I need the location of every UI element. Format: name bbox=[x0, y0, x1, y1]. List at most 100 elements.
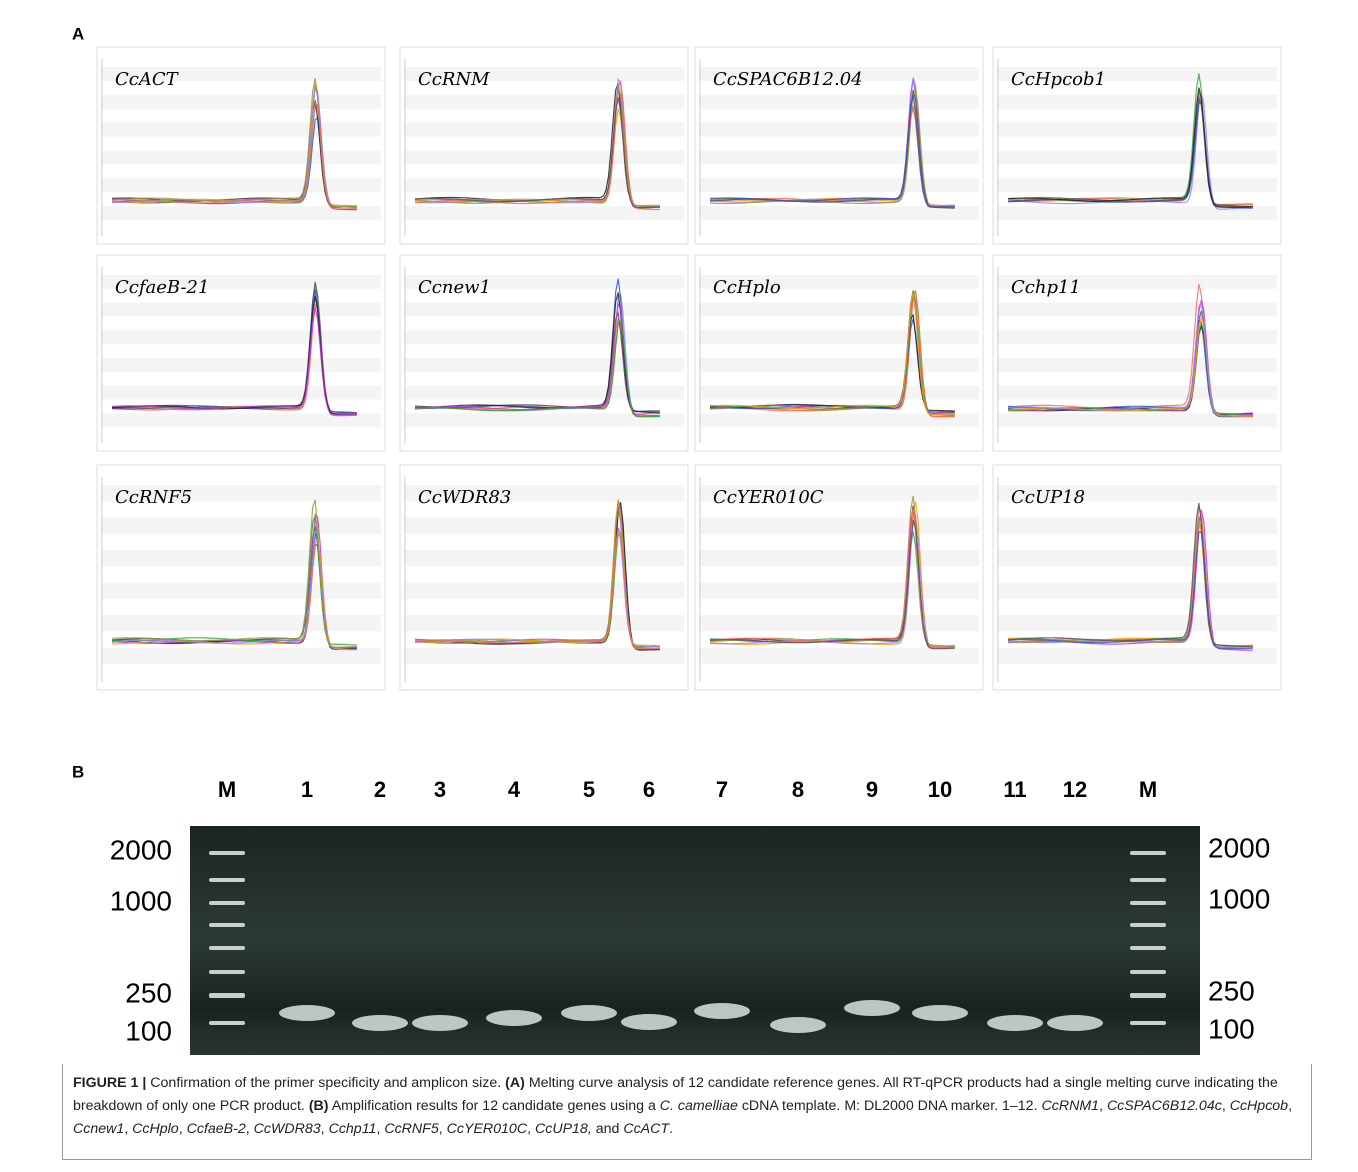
gene: CcWDR83 bbox=[253, 1121, 321, 1137]
size-label: 2000 bbox=[1208, 832, 1270, 863]
plot-band bbox=[997, 647, 1277, 664]
plot-band bbox=[404, 94, 684, 109]
gene: CcYER010C bbox=[446, 1121, 528, 1137]
sample-band bbox=[621, 1014, 677, 1030]
plot-band bbox=[101, 582, 381, 599]
punctuation: , bbox=[376, 1121, 381, 1137]
melt-curve bbox=[414, 278, 660, 413]
melt-curve bbox=[111, 535, 357, 651]
punctuation: , bbox=[1099, 1098, 1103, 1114]
melt-curve bbox=[414, 292, 660, 414]
gene-name: Cchp11 bbox=[1011, 277, 1081, 298]
gene-name: CcSPAC6B12.04 bbox=[713, 69, 863, 90]
plot-band bbox=[699, 94, 979, 109]
gene-name: CcHplo bbox=[713, 277, 781, 298]
plot-band bbox=[404, 358, 684, 372]
ladder-band bbox=[1130, 993, 1166, 998]
plot-band bbox=[699, 582, 979, 599]
plot-band bbox=[997, 275, 1277, 289]
punctuation: , bbox=[124, 1121, 129, 1137]
plot-band bbox=[699, 67, 979, 81]
lane-label: 3 bbox=[434, 777, 446, 802]
lane-label: 6 bbox=[643, 777, 655, 802]
ladder-band bbox=[1130, 878, 1166, 882]
ladder-band bbox=[209, 1021, 245, 1025]
sample-band bbox=[987, 1015, 1043, 1031]
plot-band bbox=[997, 550, 1277, 567]
lane-label: 8 bbox=[792, 777, 804, 802]
sample-band bbox=[912, 1005, 968, 1021]
punctuation: , bbox=[245, 1121, 250, 1137]
plot-band bbox=[997, 302, 1277, 317]
punctuation: , bbox=[320, 1121, 325, 1137]
caption-label: (A) bbox=[505, 1075, 525, 1091]
melt-curve bbox=[1008, 92, 1253, 210]
lane-label: 4 bbox=[508, 777, 521, 802]
plot-band bbox=[699, 275, 979, 289]
punctuation: , bbox=[1288, 1098, 1293, 1114]
plot-band bbox=[699, 302, 979, 317]
plot-band bbox=[699, 358, 979, 372]
size-label: 100 bbox=[1208, 1013, 1255, 1044]
plot-band bbox=[404, 122, 684, 137]
lane-label: 12 bbox=[1063, 777, 1087, 802]
sample-band bbox=[352, 1015, 408, 1031]
gene-name: CcRNM bbox=[418, 69, 490, 90]
gene-name: Ccnew1 bbox=[418, 277, 491, 298]
gene-name: CcHpcob1 bbox=[1011, 69, 1106, 90]
lane-label: 10 bbox=[928, 777, 952, 802]
plot-band bbox=[699, 150, 979, 165]
caption-text: Confirmation of the primer specificity a… bbox=[150, 1075, 502, 1091]
sample-band bbox=[486, 1010, 542, 1026]
caption-text: Amplification results for 12 candidate g… bbox=[331, 1098, 656, 1114]
plot-band bbox=[997, 358, 1277, 372]
plot-band bbox=[101, 122, 381, 137]
plot-band bbox=[997, 582, 1277, 599]
melt-curve bbox=[111, 100, 357, 210]
plot-band bbox=[997, 67, 1277, 81]
gene: Ccnew1 bbox=[73, 1121, 125, 1137]
plot-band bbox=[699, 178, 979, 193]
melt-curve bbox=[111, 499, 357, 648]
melt-curve bbox=[1007, 87, 1253, 208]
melt-curve bbox=[709, 94, 955, 208]
lane-label: M bbox=[218, 777, 236, 802]
melt-curve bbox=[1007, 531, 1253, 650]
gene-name: CcfaeB-21 bbox=[115, 277, 209, 298]
ladder-band bbox=[209, 901, 245, 905]
size-label: 2000 bbox=[110, 834, 172, 865]
plot-band bbox=[404, 275, 684, 289]
gene-list: CcRNM1, CcSPAC6B12.04c, CcHpcob, Ccnew1,… bbox=[73, 1098, 1292, 1137]
plot-band bbox=[101, 517, 381, 534]
melt-curve bbox=[111, 295, 357, 416]
melt-curve bbox=[414, 319, 660, 418]
sample-band bbox=[279, 1005, 335, 1021]
melt-curve bbox=[414, 527, 660, 650]
gene: CcHpcob bbox=[1229, 1098, 1289, 1114]
size-label: 100 bbox=[125, 1015, 172, 1046]
plot-band bbox=[699, 330, 979, 345]
caption: FIGURE 1 | Confirmation of the primer sp… bbox=[62, 1064, 1312, 1160]
ladder-band bbox=[209, 970, 245, 974]
plot-band bbox=[101, 150, 381, 165]
plot-band bbox=[404, 150, 684, 165]
plot-band bbox=[101, 615, 381, 632]
gene: CcRNM1 bbox=[1041, 1098, 1100, 1114]
plot-band bbox=[101, 330, 381, 345]
ladder-band bbox=[209, 878, 245, 882]
gene: CcRNF5 bbox=[384, 1121, 439, 1137]
ladder-band bbox=[209, 946, 245, 950]
punctuation: , bbox=[438, 1121, 443, 1137]
plot-band bbox=[404, 582, 684, 599]
ladder-band bbox=[209, 993, 245, 998]
plot-band bbox=[404, 206, 684, 221]
lane-label: 1 bbox=[301, 777, 313, 802]
melt-curve bbox=[414, 77, 660, 207]
caption-label: FIGURE 1 | bbox=[73, 1075, 147, 1091]
size-label: 1000 bbox=[1208, 883, 1270, 914]
caption-label: (B) bbox=[308, 1098, 329, 1114]
plot-band bbox=[101, 67, 381, 81]
plot-band bbox=[699, 206, 979, 221]
plot-band bbox=[699, 615, 979, 632]
gene-name: CcYER010C bbox=[713, 487, 824, 508]
